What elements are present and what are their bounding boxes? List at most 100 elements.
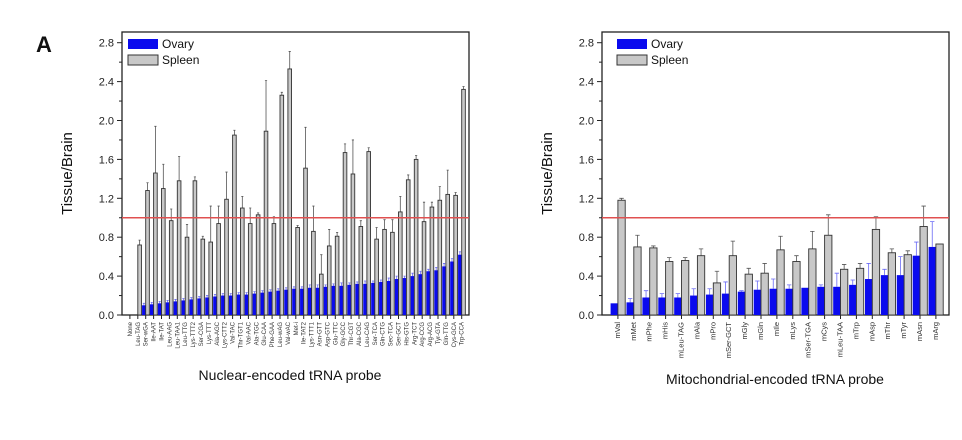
y-tick-label: 2.8 [579, 38, 594, 50]
spleen-bar [649, 247, 658, 316]
ovary-bar [386, 280, 391, 315]
x-tick-label: Ala-CGC [357, 321, 363, 346]
spleen-error-bar [921, 205, 926, 227]
ovary-bar [173, 301, 178, 315]
ovary-bar [355, 283, 359, 315]
ovary-error-bar [930, 221, 935, 247]
spleen-error-bar [462, 86, 465, 90]
x-tick-label: mTrp [851, 322, 860, 339]
ovary-error-bar [182, 298, 185, 301]
x-tick-label: Val-AAC [246, 321, 252, 344]
spleen-error-bar [778, 235, 783, 250]
x-tick-label: Ile-AAT [152, 322, 158, 342]
x-tick-label: Thr-TGT1 [239, 321, 245, 348]
spleen-bar [760, 272, 769, 316]
x-tick-label: Lys-TTT1 [310, 321, 316, 347]
ovary-error-bar [850, 279, 855, 285]
spleen-bar [840, 268, 849, 316]
ovary-error-bar [914, 241, 919, 256]
spleen-error-bar [667, 257, 672, 262]
spleen-error-bar [873, 216, 879, 230]
ovary-bar [205, 297, 209, 315]
ovary-error-bar [771, 278, 776, 289]
ovary-bar [450, 261, 454, 315]
ovary-bar [197, 298, 201, 315]
ovary-error-bar [659, 293, 665, 298]
spleen-bar [633, 246, 642, 316]
spleen-error-bar [320, 254, 323, 275]
ovary-error-bar [261, 290, 264, 293]
ovary-error-bar [316, 284, 319, 288]
ovary-bar [912, 255, 920, 315]
y-tick-label: 1.2 [579, 193, 594, 205]
ovary-bar [252, 293, 257, 315]
spleen-bar [279, 94, 285, 316]
ovary-bar [753, 289, 761, 315]
ovary-bar [458, 254, 462, 315]
ovary-error-bar [150, 301, 153, 305]
spleen-error-bar [162, 163, 165, 189]
x-tick-label: Ser-GCT [397, 322, 403, 346]
y-tick-label: 0.4 [99, 271, 114, 283]
x-tick-label: Tyr-GTA [436, 322, 442, 344]
spleen-bar [240, 207, 245, 316]
spleen-error-bar [415, 155, 418, 160]
spleen-bar [184, 236, 190, 316]
ovary-error-bar [198, 296, 201, 299]
ovary-error-bar [643, 290, 649, 298]
x-tick-label: Gly-GCC [341, 321, 347, 346]
spleen-error-bar [193, 176, 197, 181]
spleen-error-bar [454, 192, 457, 196]
x-tick-label: mAsp [867, 322, 876, 341]
spleen-bar [919, 226, 928, 316]
spleen-error-bar [446, 169, 449, 195]
spleen-bar [728, 255, 737, 316]
spleen-bar [176, 180, 182, 316]
spleen-error-bar [391, 219, 394, 233]
ovary-error-bar [786, 284, 792, 289]
ovary-bar [323, 286, 328, 315]
ovary-bar [292, 288, 296, 315]
ovary-bar [418, 274, 423, 315]
legend-swatch-spleen [127, 54, 159, 66]
spleen-error-bar [635, 234, 640, 247]
legend-label-spleen: Spleen [651, 53, 688, 67]
ovary-error-bar [387, 277, 390, 281]
ovary-bar [896, 275, 905, 315]
spleen-bar [334, 235, 340, 316]
ovary-error-bar [450, 258, 454, 262]
x-tick-label: Ser-TCA [373, 322, 379, 345]
ovary-error-bar [834, 272, 840, 287]
x-tick-label: mTyr [899, 322, 908, 339]
x-tick-label: mArg [931, 322, 940, 340]
legend-label-spleen: Spleen [162, 53, 199, 67]
ovary-bar [864, 279, 873, 315]
y-axis-title: Tissue/Brain [539, 132, 556, 215]
ovary-bar [658, 297, 666, 315]
ovary-error-bar [213, 294, 217, 297]
spleen-error-bar [682, 257, 688, 261]
ovary-bar [189, 299, 194, 315]
spleen-error-bar [138, 239, 141, 245]
ovary-error-bar [356, 281, 359, 284]
spleen-bar [405, 179, 411, 316]
ovary-error-bar [427, 268, 430, 272]
spleen-error-bar [714, 270, 720, 283]
spleen-error-bar [264, 80, 268, 132]
x-tick-label: Cys-GCA [452, 322, 458, 347]
spleen-bar [216, 223, 221, 316]
ovary-error-bar [253, 291, 256, 294]
spleen-bar [696, 255, 706, 316]
x-tick-label: None [128, 321, 134, 336]
x-tick-label: mSer-GCT [724, 322, 733, 359]
x-tick-label: mCys [820, 322, 829, 341]
spleen-error-bar [367, 147, 370, 152]
ovary-bar [721, 293, 730, 315]
x-tick-label: mPhe [645, 322, 654, 342]
y-tick-label: 0.8 [579, 232, 594, 244]
spleen-bar [413, 158, 419, 316]
spleen-bar [681, 260, 690, 316]
ovary-error-bar [675, 293, 681, 298]
y-tick-label: 2.8 [99, 38, 114, 50]
